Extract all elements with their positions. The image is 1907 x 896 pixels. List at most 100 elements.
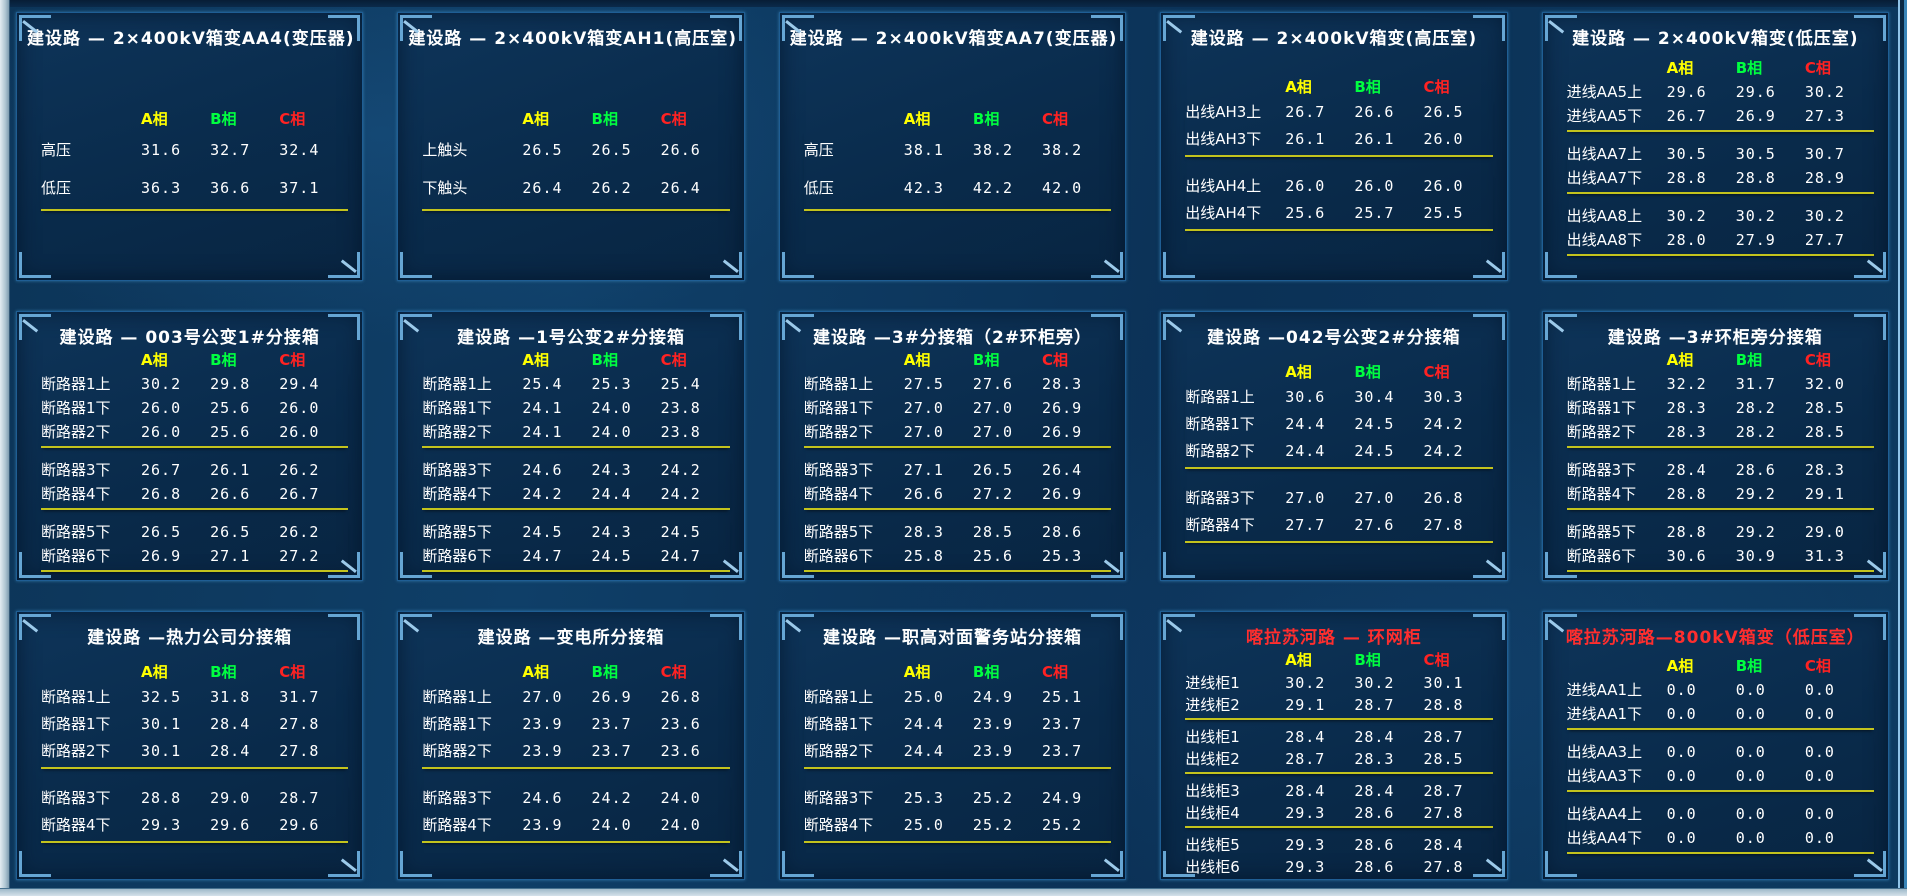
phase-a-value: 26.9 — [141, 547, 182, 566]
row-group: 上触头 26.5 26.5 26.6 下触头 26.4 26.2 26.4 — [422, 131, 730, 211]
row-group: 出线AH4上 26.0 26.0 26.0 出线AH4下 25.6 25.7 25.5 — [1185, 173, 1493, 231]
row-label: 断路器3下 — [803, 461, 874, 480]
table-row: 断路器3下 24.6 24.3 24.2 — [422, 458, 729, 482]
phase-a-value: 26.7 — [1666, 106, 1707, 125]
row-group: 断路器1上 27.5 27.6 28.3 断路器1下 27.0 27.0 26.9 断路器2下 2… — [803, 372, 1112, 449]
table-row: 出线AH4下 25.6 25.7 25.5 — [1185, 200, 1492, 227]
monitor-panel[interactable]: 建设路 —职高对面警务站分接箱 A相 B相 C相 断路器1上 25.0 24.9 25.1 断路… — [778, 610, 1127, 880]
table-row: 断路器2下 24.4 24.5 24.2 — [1185, 438, 1492, 465]
phase-b-value: 23.9 — [972, 714, 1014, 733]
row-label: 断路器2下 — [803, 423, 874, 442]
phase-header-row: A相 B相 C相 — [1567, 56, 1874, 80]
row-group: 高压 31.6 32.7 32.4 低压 36.3 36.6 37.1 — [41, 131, 349, 211]
monitor-panel[interactable]: 建设路 — 2×400kV箱变AA4(变压器) A相 B相 C相 高压 31.6 32.7 3… — [16, 12, 364, 282]
monitor-panel[interactable]: 建设路 —热力公司分接箱 A相 B相 C相 断路器1上 32.5 31.8 31.7 断路器1下… — [16, 610, 364, 880]
phase-a-value: 0.0 — [1666, 767, 1697, 786]
monitor-panel[interactable]: 建设路 —1号公变2#分接箱 A相 B相 C相 断路器1上 25.4 25.3 25.4 断路器… — [397, 311, 745, 581]
table-row: 高压 38.1 38.2 38.2 — [804, 131, 1111, 169]
monitor-panel[interactable]: 建设路 — 2×400kV箱变(高压室) A相 B相 C相 出线AH3上 26.7 26.6… — [1160, 12, 1508, 282]
phase-header-b: B相 — [591, 662, 618, 681]
temperature-table: A相 B相 C相 断路器1上 25.0 24.9 25.1 断路器1下 24.4 23.9 23.7… — [790, 648, 1115, 871]
phase-c-value: 23.8 — [660, 423, 701, 442]
bottom-scrollbar[interactable] — [0, 888, 1907, 896]
phase-b-value: 29.2 — [1735, 523, 1776, 542]
phase-a-value: 28.3 — [903, 523, 944, 542]
phase-a-value: 26.1 — [1285, 129, 1326, 148]
monitor-panel[interactable]: 喀拉苏河路—800kV箱变（低压室） A相 B相 C相 进线AA1上 0.0 0.0 0.0 进… — [1541, 610, 1889, 880]
panel-title: 建设路 —3#分接箱（2#环柜旁） — [812, 328, 1093, 349]
monitor-panel[interactable]: 建设路 —变电所分接箱 A相 B相 C相 断路器1上 27.0 26.9 26.8 断路器1下 2… — [397, 610, 745, 880]
row-label: 断路器2下 — [1185, 442, 1255, 461]
phase-header-a: A相 — [1285, 650, 1312, 669]
phase-header-b: B相 — [1735, 351, 1763, 370]
monitor-panel[interactable]: 建设路 —3#环柜旁分接箱 A相 B相 C相 断路器1上 32.2 31.7 32.0 断路器1… — [1541, 311, 1889, 581]
phase-header-a: A相 — [903, 351, 931, 370]
phase-header-b: B相 — [210, 662, 237, 681]
phase-b-value: 24.0 — [591, 423, 632, 442]
phase-a-value: 25.0 — [903, 687, 944, 706]
monitor-panel[interactable]: 喀拉苏河路 — 环网柜 A相 B相 C相 进线柜1 30.2 30.2 30.1 进线柜2 29.… — [1160, 610, 1508, 880]
phase-b-value: 24.3 — [591, 523, 632, 542]
phase-a-value: 30.2 — [1285, 673, 1326, 692]
table-row: 断路器5下 24.5 24.3 24.5 — [422, 520, 729, 544]
phase-c-value: 28.8 — [1423, 695, 1464, 714]
phase-a-value: 26.0 — [141, 399, 182, 418]
phase-a-value: 24.1 — [522, 423, 563, 442]
monitor-panel[interactable]: 建设路 — 003号公变1#分接箱 A相 B相 C相 断路器1上 30.2 29.8 29.4… — [16, 311, 364, 581]
temperature-table: A相 B相 C相 进线AA1上 0.0 0.0 0.0 进线AA1下 0.0 0.0 0.0 出线AA… — [1553, 648, 1878, 871]
row-label: 断路器4下 — [1185, 516, 1255, 535]
phase-a-value: 27.7 — [1285, 516, 1326, 535]
phase-c-value: 24.2 — [660, 485, 701, 504]
monitor-panel[interactable]: 建设路 — 2×400kV箱变AH1(高压室) A相 B相 C相 上触头 26.5 26.5… — [397, 12, 745, 282]
panel-title: 建设路 — 2×400kV箱变AA4(变压器) — [27, 29, 355, 49]
monitor-panel[interactable]: 建设路 —042号公变2#分接箱 A相 B相 C相 断路器1上 30.6 30.4 30.3 断… — [1160, 311, 1508, 581]
panel-title: 建设路 — 003号公变1#分接箱 — [59, 328, 320, 349]
phase-b-value: 24.5 — [591, 547, 632, 566]
phase-b-value: 28.2 — [1735, 399, 1776, 418]
table-row: 断路器1上 25.0 24.9 25.1 — [804, 684, 1111, 711]
row-label: 断路器1下 — [803, 399, 874, 418]
monitor-panel[interactable]: 建设路 —3#分接箱（2#环柜旁） A相 B相 C相 断路器1上 27.5 27.6 28.3… — [778, 311, 1127, 581]
phase-c-value: 24.7 — [660, 547, 701, 566]
temperature-table: A相 B相 C相 高压 31.6 32.7 32.4 低压 36.3 36.6 37.1 — [27, 49, 352, 272]
phase-header-a: A相 — [522, 662, 549, 681]
left-scrollbar[interactable] — [0, 0, 10, 896]
phase-a-value: 23.9 — [522, 741, 563, 760]
table-row: 出线AA4下 0.0 0.0 0.0 — [1567, 826, 1874, 850]
row-label: 断路器1上 — [1185, 388, 1255, 407]
table-row: 出线AA8下 28.0 27.9 27.7 — [1567, 228, 1874, 252]
phase-b-value: 25.6 — [210, 423, 251, 442]
phase-header-c: C相 — [660, 109, 687, 128]
phase-c-value: 0.0 — [1804, 681, 1835, 700]
monitor-panel[interactable]: 建设路 — 2×400kV箱变AA7(变压器) A相 B相 C相 高压 38.1 38.2 3… — [778, 12, 1127, 282]
table-row: 断路器4下 26.8 26.6 26.7 — [41, 482, 348, 506]
phase-b-value: 28.7 — [1354, 695, 1395, 714]
phase-c-value: 30.2 — [1804, 206, 1845, 225]
phase-a-value: 29.1 — [1285, 695, 1326, 714]
panel-title: 建设路 — 2×400kV箱变(高压室) — [1190, 29, 1478, 49]
row-group: 断路器3下 27.0 27.0 26.8 断路器4下 27.7 27.6 27.8 — [1185, 485, 1493, 544]
phase-b-value: 38.2 — [972, 140, 1014, 159]
phase-b-value: 30.4 — [1354, 388, 1395, 407]
phase-header-b: B相 — [1735, 58, 1763, 77]
phase-header-b: B相 — [1354, 363, 1381, 382]
phase-b-value: 30.2 — [1735, 206, 1776, 225]
row-group: 断路器1上 30.6 30.4 30.3 断路器1下 24.4 24.5 24.2 断路器2下 2… — [1185, 384, 1493, 470]
phase-c-value: 25.3 — [1042, 547, 1083, 566]
phase-b-value: 27.0 — [972, 399, 1014, 418]
monitor-panel[interactable]: 建设路 — 2×400kV箱变(低压室) A相 B相 C相 进线AA5上 29.6 29.6… — [1541, 12, 1889, 282]
row-group: 出线AA7上 30.5 30.5 30.7 出线AA7下 28.8 28.8 28.9 — [1566, 142, 1874, 194]
table-row: 断路器1下 27.0 27.0 26.9 — [804, 396, 1111, 420]
table-row: 出线AA8上 30.2 30.2 30.2 — [1567, 204, 1874, 228]
table-row: 低压 42.3 42.2 42.0 — [804, 169, 1111, 207]
phase-c-value: 27.2 — [279, 547, 320, 566]
phase-a-value: 29.3 — [1285, 803, 1326, 822]
phase-b-value: 28.4 — [1354, 727, 1395, 746]
table-row: 断路器1下 24.4 24.5 24.2 — [1185, 411, 1492, 438]
phase-a-value: 36.3 — [141, 178, 182, 197]
phase-c-value: 26.8 — [1423, 489, 1464, 508]
row-group: 进线AA5上 29.6 29.6 30.2 进线AA5下 26.7 26.9 27.3 — [1566, 80, 1874, 132]
phase-a-value: 24.4 — [1285, 415, 1326, 434]
table-row: 断路器6下 24.7 24.5 24.7 — [422, 544, 729, 568]
row-label: 下触头 — [422, 178, 468, 197]
